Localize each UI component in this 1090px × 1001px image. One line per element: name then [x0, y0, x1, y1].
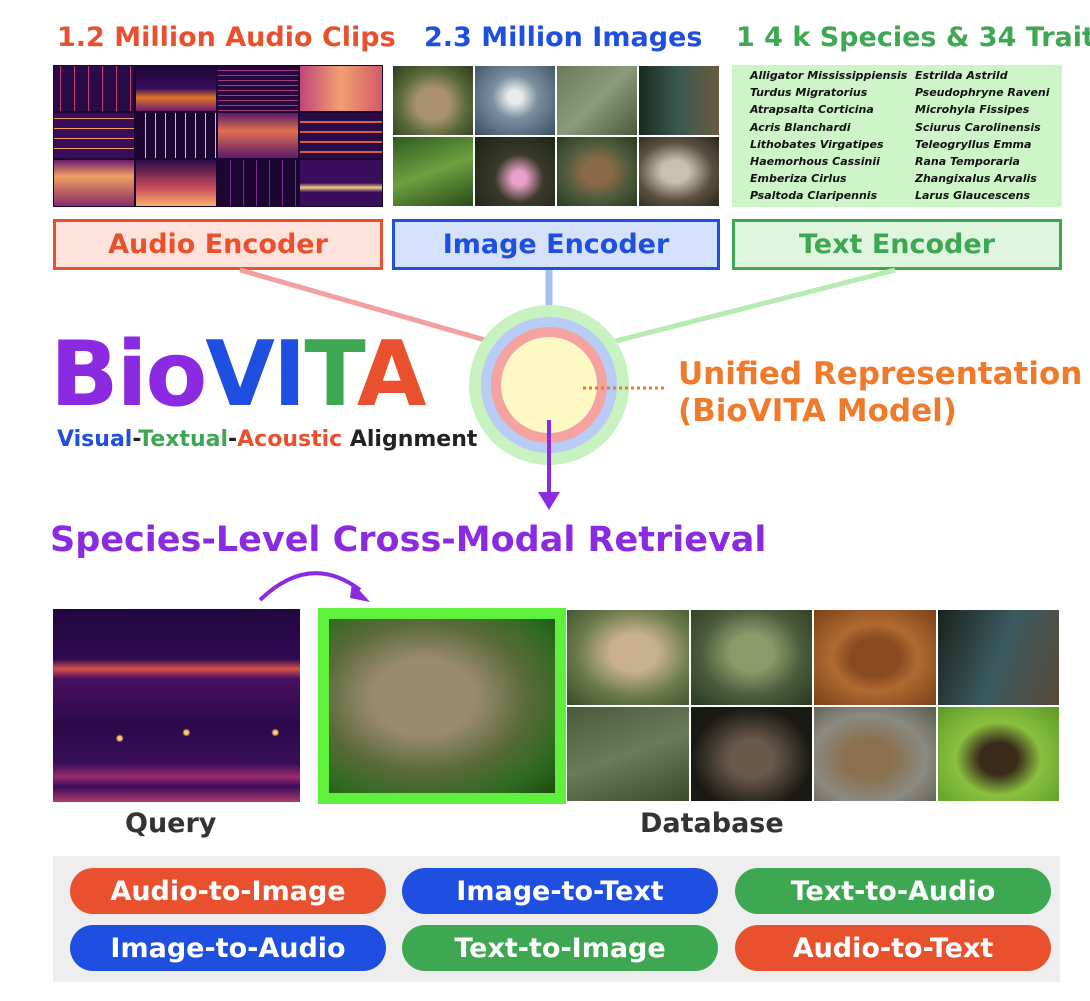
species-name: Atrapsalta Corticina: [750, 103, 874, 117]
text-connector: [599, 267, 896, 348]
spectrogram-tile: [299, 112, 383, 159]
database-label: Database: [640, 808, 784, 839]
species-list-left: Alligator Mississippiensis Turdus Migrat…: [750, 67, 907, 205]
tagline-textual: Textual: [138, 427, 228, 452]
species-name: Microhyla Fissipes: [915, 103, 1030, 117]
unified-line-1: Unified Representation: [678, 356, 1083, 392]
retrieval-arrow-head: [538, 492, 560, 510]
species-name: Acris Blanchardi: [750, 120, 851, 134]
species-name: Larus Glaucescens: [915, 189, 1031, 203]
database-photo: [566, 706, 690, 802]
database-photo: [813, 706, 937, 802]
spectrogram-tile: [53, 112, 135, 159]
species-name: Psaltoda Claripennis: [750, 189, 878, 203]
audio-clips-header: 1.2 Million Audio Clips: [57, 22, 396, 53]
database-photo: [937, 706, 1060, 802]
tagline-visual: Visual: [57, 427, 133, 452]
matched-photo: [318, 608, 566, 804]
text-encoder: Text Encoder: [732, 219, 1062, 270]
curve-arrow-path: [258, 571, 362, 602]
tagline-alignment: Alignment: [342, 427, 478, 452]
retrieval-curve-arrow: [258, 571, 370, 602]
unified-core: [501, 337, 597, 433]
species-name: Sciurus Carolinensis: [915, 120, 1041, 134]
task-pill: Image-to-Text: [402, 868, 718, 914]
animal-photo: [474, 65, 556, 136]
retrieval-title: Species-Level Cross-Modal Retrieval: [50, 520, 767, 560]
images-header: 2.3 Million Images: [424, 22, 703, 53]
curve-arrow-head: [350, 582, 370, 602]
tagline-dash: -: [132, 427, 139, 452]
species-name: Turdus Migratorius: [750, 86, 868, 100]
image-encoder: Image Encoder: [392, 219, 720, 270]
spectrogram-tile: [135, 112, 217, 159]
logo-a: A: [356, 322, 427, 427]
species-name: Emberiza Cirlus: [750, 172, 847, 186]
spectrogram-tile: [217, 159, 299, 207]
spectrogram-tile: [53, 159, 135, 207]
query-spectrogram: [53, 609, 300, 802]
spectrogram-tile: [299, 159, 383, 207]
species-traits-header: 1 4 k Species & 34 Traits: [736, 22, 1090, 53]
animal-photo: [392, 65, 474, 136]
animal-photo: [392, 136, 474, 207]
species-name: Alligator Mississippiensis: [750, 69, 908, 82]
tagline-acoustic: Acoustic: [237, 427, 343, 452]
task-pill: Text-to-Audio: [735, 868, 1051, 914]
species-name: Zhangixalus Arvalis: [915, 172, 1037, 186]
logo-bio: Bio: [50, 322, 207, 427]
spectrogram-tile: [217, 65, 299, 112]
logo-vi: VI: [205, 322, 306, 427]
database-photo: [690, 706, 813, 802]
unified-line-2: (BioVITA Model): [678, 393, 957, 429]
species-list-right: Estrilda Astrild Pseudophryne Raveni Mic…: [915, 67, 1050, 205]
model-diagram: [239, 267, 896, 510]
species-name: Estrilda Astrild: [915, 69, 1008, 82]
biovita-tagline: Visual-Textual-Acoustic Alignment: [57, 427, 477, 452]
task-pill: Image-to-Audio: [70, 925, 386, 971]
animal-photo: [556, 136, 638, 207]
task-pill: Text-to-Image: [402, 925, 718, 971]
animal-photo: [638, 65, 720, 136]
species-list-panel: [732, 65, 1062, 207]
logo-t: T: [304, 322, 358, 427]
audio-encoder: Audio Encoder: [53, 219, 383, 270]
spectrogram-tile: [217, 112, 299, 159]
database-photo: [566, 609, 690, 706]
animal-photo: [556, 65, 638, 136]
database-photo: [690, 609, 813, 706]
animal-photo: [474, 136, 556, 207]
species-name: Lithobates Virgatipes: [750, 137, 884, 151]
database-photo: [813, 609, 937, 706]
task-pill: Audio-to-Image: [70, 868, 386, 914]
biovita-logo: BioVITA: [50, 330, 426, 420]
spectrogram-tile: [53, 65, 135, 112]
database-photo: [937, 609, 1060, 706]
spectrogram-tile: [135, 65, 217, 112]
image-photo-grid: [392, 65, 720, 207]
task-pill: Audio-to-Text: [735, 925, 1051, 971]
spectrogram-tile: [299, 65, 383, 112]
database-grid: [566, 609, 1060, 802]
query-label: Query: [125, 808, 217, 839]
spectrogram-tile: [135, 159, 217, 207]
tagline-dash: -: [228, 427, 238, 452]
species-name: Pseudophryne Raveni: [915, 86, 1050, 100]
audio-spectrogram-grid: [53, 65, 383, 207]
species-name: Teleogryllus Emma: [915, 137, 1032, 151]
unified-representation-label: Unified Representation (BioVITA Model): [678, 356, 1082, 430]
species-name: Haemorhous Cassinii: [750, 155, 880, 169]
species-name: Rana Temporaria: [915, 155, 1020, 169]
animal-photo: [638, 136, 720, 207]
audio-connector: [239, 267, 521, 353]
